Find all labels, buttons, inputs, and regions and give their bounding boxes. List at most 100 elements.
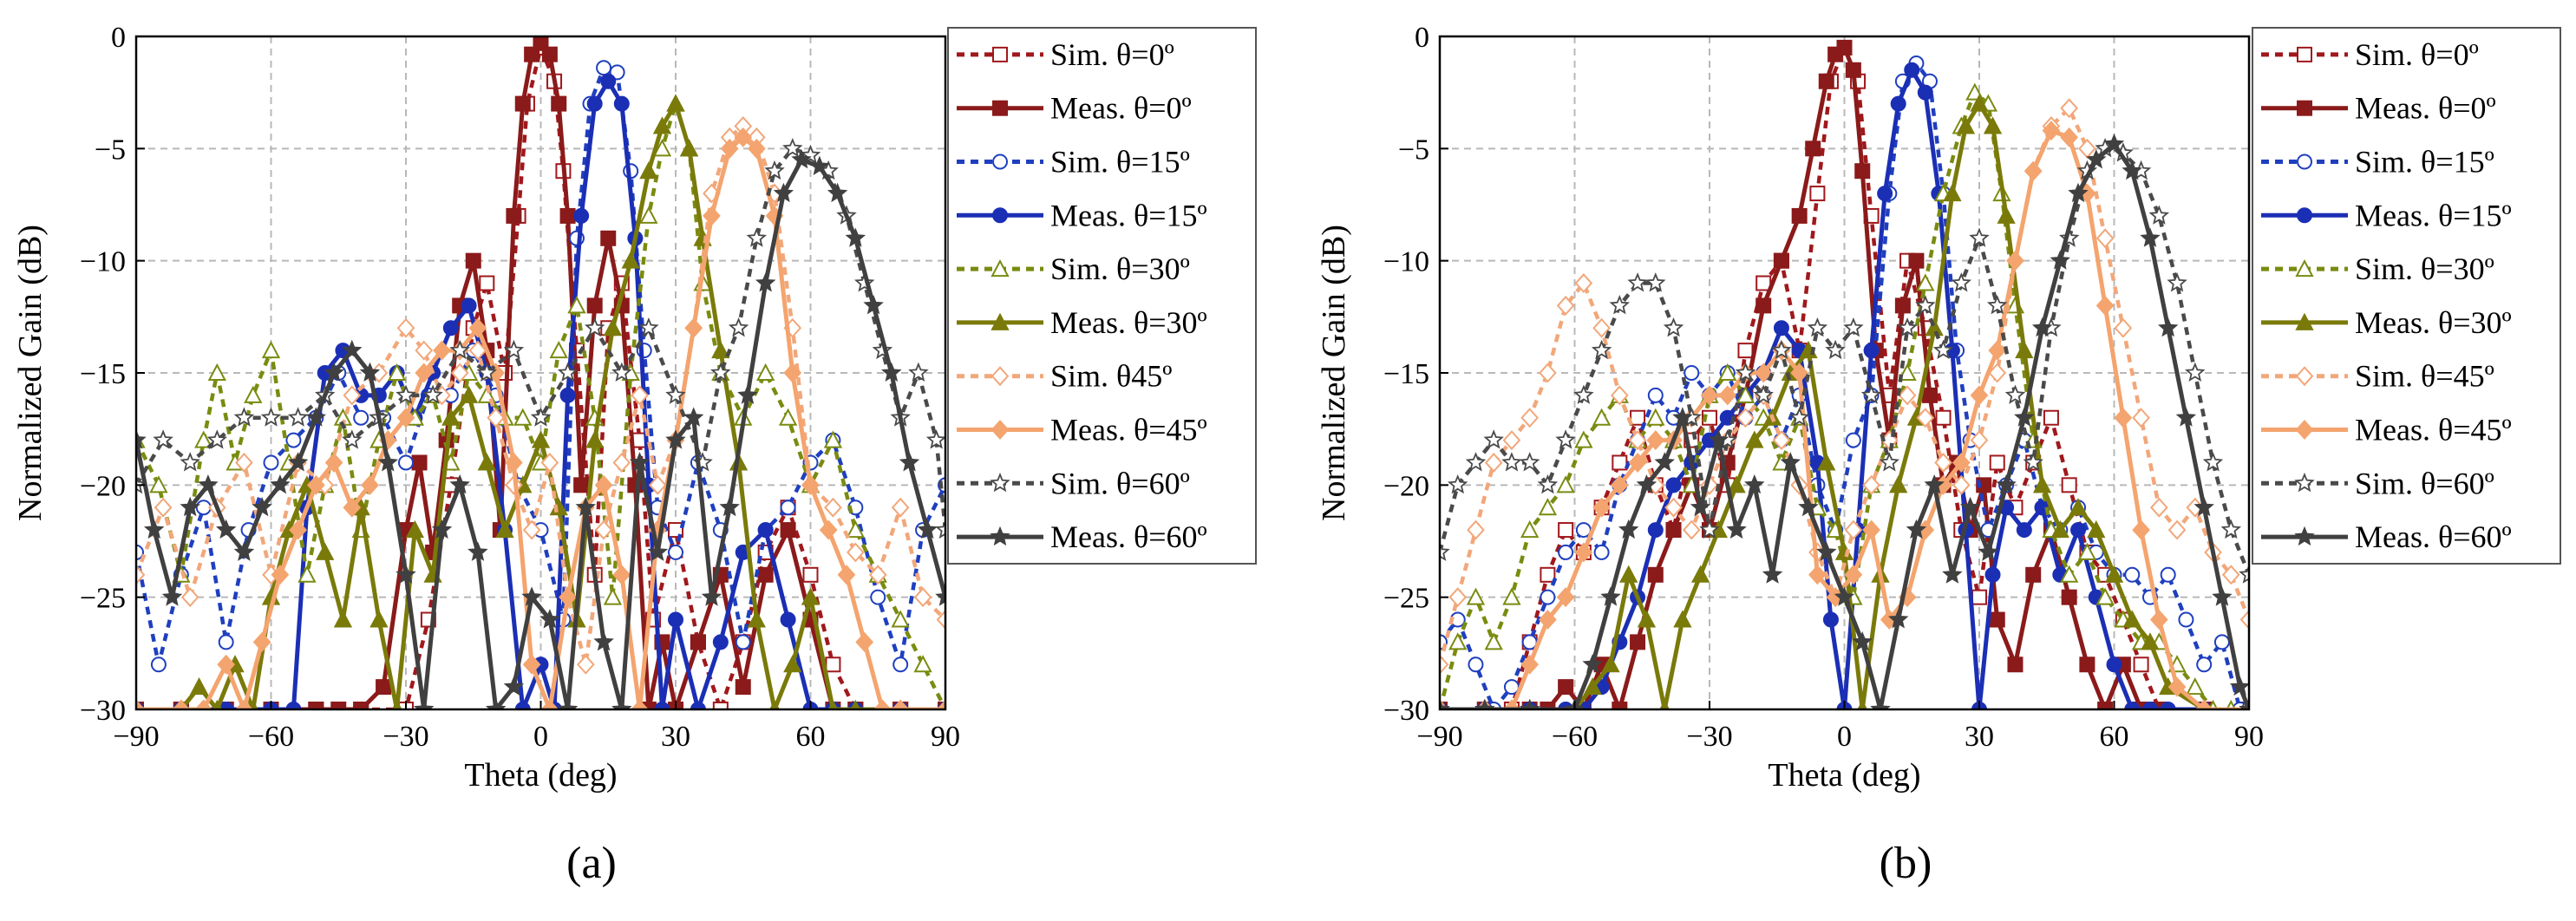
data-point xyxy=(1466,587,1486,605)
x-tick-label: 0 xyxy=(1837,721,1852,753)
data-point xyxy=(1647,522,1664,539)
data-point xyxy=(2124,566,2141,583)
data-point xyxy=(333,610,353,628)
data-point xyxy=(260,407,282,427)
data-point xyxy=(1637,610,1657,628)
data-point xyxy=(668,544,683,560)
data-point xyxy=(1952,452,1971,473)
data-point xyxy=(809,155,830,176)
data-point xyxy=(2295,258,2314,278)
data-point xyxy=(180,587,199,608)
data-point xyxy=(1612,702,1628,709)
x-tick-label: −60 xyxy=(1552,721,1598,753)
data-point xyxy=(422,384,443,404)
data-point xyxy=(324,362,344,382)
data-point xyxy=(690,634,706,650)
data-point xyxy=(1816,541,1837,561)
data-point xyxy=(991,312,1010,330)
data-point xyxy=(720,138,739,159)
data-point xyxy=(1863,343,1880,359)
data-point xyxy=(585,430,605,448)
data-point xyxy=(1921,387,1938,403)
data-point xyxy=(361,474,379,495)
data-point xyxy=(218,634,234,650)
data-point xyxy=(1862,519,1880,540)
data-point xyxy=(316,542,335,560)
data-point xyxy=(1556,587,1575,608)
data-point xyxy=(476,362,498,382)
data-point xyxy=(683,407,704,427)
data-point xyxy=(2158,317,2179,337)
data-point xyxy=(2016,522,2032,539)
data-point xyxy=(1996,474,2017,494)
data-point xyxy=(297,565,317,583)
data-point xyxy=(1978,541,1999,561)
data-point xyxy=(1601,655,1620,673)
data-point xyxy=(136,429,147,449)
data-point xyxy=(1646,430,1665,451)
data-point xyxy=(2295,420,2314,440)
data-point xyxy=(891,497,910,518)
series-markers xyxy=(1440,82,2249,709)
data-point xyxy=(1844,565,1863,585)
series-markers xyxy=(1440,137,2249,584)
data-point xyxy=(870,589,886,605)
series-line xyxy=(136,101,945,709)
data-point xyxy=(263,454,279,471)
data-point xyxy=(1618,519,1639,539)
data-point xyxy=(747,138,766,159)
data-point xyxy=(557,362,579,382)
data-point xyxy=(755,272,776,292)
series-line xyxy=(1440,101,2249,709)
data-point xyxy=(194,699,213,709)
data-point xyxy=(773,182,794,203)
data-point xyxy=(1989,454,2005,471)
x-tick-label: −30 xyxy=(1686,721,1732,753)
data-point xyxy=(690,702,706,709)
data-point xyxy=(2060,565,2079,583)
x-tick-label: −90 xyxy=(1416,721,1462,753)
series-line xyxy=(1440,45,2249,709)
data-point xyxy=(1440,698,1450,709)
data-point xyxy=(2229,676,2249,696)
data-point xyxy=(1600,586,1621,606)
data-point xyxy=(2239,564,2249,584)
data-point xyxy=(1843,317,1864,337)
data-point xyxy=(369,610,389,628)
data-point xyxy=(1718,363,1737,381)
data-point xyxy=(1612,454,1628,471)
data-point xyxy=(1708,429,1729,449)
data-point xyxy=(180,496,200,517)
data-point xyxy=(1924,474,1945,494)
data-point xyxy=(172,699,191,709)
series-line xyxy=(136,65,945,667)
legend: Sim. θ=0º Meas. θ=0º Sim. θ=15º Meas. θ=15º… xyxy=(947,27,1257,565)
x-tick-label: 60 xyxy=(796,721,826,753)
data-point xyxy=(1628,430,1647,451)
data-point xyxy=(559,387,576,403)
y-tick-label: −10 xyxy=(1383,246,1429,278)
legend: Sim. θ=0º Meas. θ=0º Sim. θ=15º Meas. θ=15º… xyxy=(2252,27,2561,565)
data-point xyxy=(2297,100,2312,116)
legend-label: Meas. θ=15º xyxy=(2355,198,2512,232)
data-point xyxy=(2297,207,2312,224)
legend-label: Meas. θ=60º xyxy=(1050,519,1207,554)
data-point xyxy=(778,408,798,426)
data-point xyxy=(235,452,253,473)
data-point xyxy=(573,477,590,493)
data-point xyxy=(285,702,302,709)
data-point xyxy=(711,340,730,359)
x-tick-label: −30 xyxy=(382,721,428,753)
data-point xyxy=(1898,385,1917,406)
data-point xyxy=(2141,702,2158,709)
x-tick-label: 90 xyxy=(931,721,960,753)
data-point xyxy=(415,340,434,361)
data-point xyxy=(136,565,146,585)
data-point xyxy=(908,362,929,382)
data-point xyxy=(541,46,558,62)
data-point xyxy=(611,698,632,709)
data-point xyxy=(1862,474,1880,495)
data-point xyxy=(2087,519,2106,539)
legend-label: Sim. θ=60º xyxy=(1050,466,1190,500)
data-point xyxy=(2095,295,2115,316)
